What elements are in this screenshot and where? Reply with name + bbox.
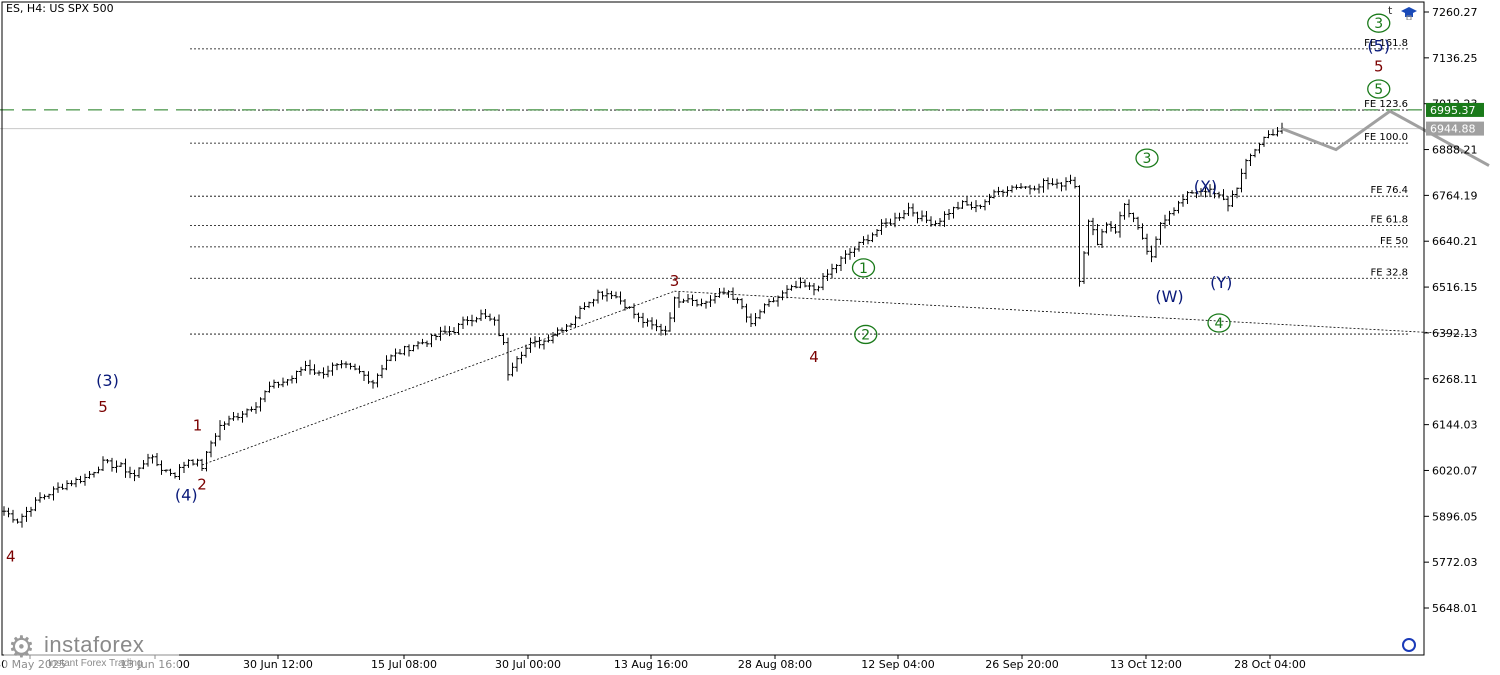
y-tick-label: 5896.05 bbox=[1432, 510, 1478, 523]
target-line bbox=[0, 109, 1424, 130]
wave-label: 1 bbox=[859, 261, 868, 277]
y-tick-label: 6268.11 bbox=[1432, 373, 1478, 386]
wave-label: 5 bbox=[98, 398, 108, 416]
price-tag bbox=[1426, 102, 1484, 117]
wave-label-circle bbox=[1135, 148, 1159, 168]
projection-line bbox=[1281, 109, 1490, 167]
x-tick-label: 12 Sep 04:00 bbox=[861, 658, 934, 671]
wave-label: 3 bbox=[1374, 16, 1383, 32]
fib-label: FE 161.8 bbox=[1364, 38, 1408, 49]
wave-label-circle bbox=[854, 324, 878, 345]
fib-label: FE 32.8 bbox=[1370, 267, 1408, 278]
wave-label-circle bbox=[1367, 13, 1391, 33]
x-tick-label: 26 Sep 20:00 bbox=[985, 658, 1058, 671]
toolbar-t[interactable]: t bbox=[1388, 4, 1393, 17]
wave-label: 4 bbox=[6, 548, 16, 566]
y-tick-label: 6640.21 bbox=[1432, 235, 1478, 248]
x-tick-label: 13 Aug 16:00 bbox=[614, 658, 688, 671]
logo-name: instaforex bbox=[44, 632, 145, 657]
y-tick-label: 7136.25 bbox=[1432, 52, 1478, 65]
x-tick-label: 28 Aug 08:00 bbox=[738, 658, 812, 671]
wave-label-circle bbox=[851, 258, 876, 278]
gear-icon: ⚙ bbox=[8, 630, 35, 665]
x-tick-label: 30 Jul 00:00 bbox=[495, 658, 561, 671]
y-tick-label: 6392.13 bbox=[1432, 327, 1478, 340]
plot-frame bbox=[1, 1, 1425, 656]
price-tag-label: 6995.37 bbox=[1430, 104, 1476, 117]
y-tick-label: 5772.03 bbox=[1432, 556, 1478, 569]
wave-label: (Y) bbox=[1210, 273, 1232, 292]
wave-label-circle bbox=[1207, 313, 1231, 333]
trendline bbox=[674, 290, 1472, 336]
x-tick-label: 13 Oct 12:00 bbox=[1110, 658, 1182, 671]
y-tick-label: 6888.21 bbox=[1432, 144, 1478, 157]
y-tick-label: 6020.07 bbox=[1432, 464, 1478, 477]
fib-label: FE 100.0 bbox=[1364, 132, 1408, 143]
price-tag bbox=[1426, 121, 1484, 136]
chart-symbol-title: ES, H4: US SPX 500 bbox=[6, 2, 114, 15]
wave-label: (4) bbox=[175, 486, 198, 505]
wave-label: (W) bbox=[1155, 287, 1183, 306]
y-tick-label: 6516.15 bbox=[1432, 281, 1478, 294]
x-tick-label: 15 Jul 08:00 bbox=[371, 658, 437, 671]
y-tick-label: 6764.19 bbox=[1432, 189, 1478, 202]
trendlines bbox=[201, 290, 1472, 466]
wave-label: 3 bbox=[1143, 151, 1152, 167]
price-candles bbox=[2, 122, 1284, 528]
wave-label: (5) bbox=[1367, 36, 1390, 55]
wave-label: 1 bbox=[193, 416, 203, 434]
wave-label: 2 bbox=[197, 475, 207, 493]
y-tick-label: 7260.27 bbox=[1432, 6, 1478, 19]
wave-label: 4 bbox=[809, 348, 819, 366]
logo-tagline: Instant Forex Trading bbox=[48, 658, 143, 669]
y-tick-label: 6144.03 bbox=[1432, 419, 1478, 432]
wave-label: (X) bbox=[1194, 177, 1217, 196]
wave-label: (3) bbox=[96, 371, 119, 390]
fib-label: FE 123.6 bbox=[1364, 99, 1408, 110]
chart-circle-button[interactable] bbox=[1402, 638, 1416, 652]
wave-label: 5 bbox=[1374, 82, 1383, 98]
y-tick-label: 5648.01 bbox=[1432, 602, 1478, 615]
price-tag-label: 6944.88 bbox=[1430, 123, 1476, 136]
fib-label: FE 61.8 bbox=[1370, 214, 1408, 225]
projection-path bbox=[1281, 109, 1490, 167]
fib-label: FE 50 bbox=[1380, 236, 1408, 247]
wave-label: 3 bbox=[670, 272, 680, 290]
fib-label: FE 76.4 bbox=[1370, 185, 1408, 196]
x-tick-label: 28 Oct 04:00 bbox=[1234, 658, 1306, 671]
wave-label: 5 bbox=[1374, 58, 1384, 76]
wave-label: 2 bbox=[861, 327, 870, 343]
x-tick-label: 30 Jun 12:00 bbox=[243, 658, 313, 671]
graduation-cap-icon[interactable] bbox=[1400, 6, 1418, 20]
wave-label-circle bbox=[1367, 79, 1391, 99]
wave-label: 4 bbox=[1215, 316, 1224, 332]
instaforex-logo: ⚙ instaforex Instant Forex Trading bbox=[4, 630, 179, 670]
